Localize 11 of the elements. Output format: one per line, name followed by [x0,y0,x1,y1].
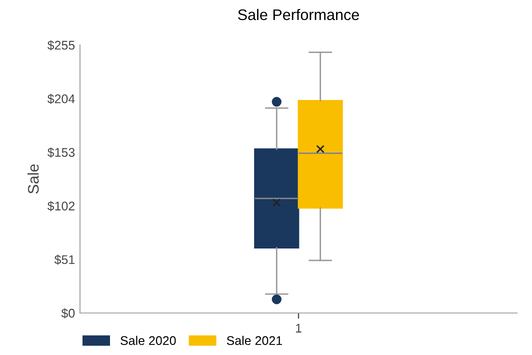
y-tick-label: $204 [47,94,75,104]
y-tick-label: $51 [54,254,75,265]
y-tick-label: $102 [47,201,75,212]
y-tick-label: $0 [61,308,75,318]
chart-title: Sale Performance [238,8,359,20]
y-tick-label: $153 [47,147,75,158]
legend-label: Sale 2021 [226,336,282,346]
legend-label: Sale 2020 [120,336,176,346]
y-axis-title: Sale [28,164,39,194]
x-tick-label: 1 [296,324,302,332]
y-tick-label: $255 [47,40,75,50]
